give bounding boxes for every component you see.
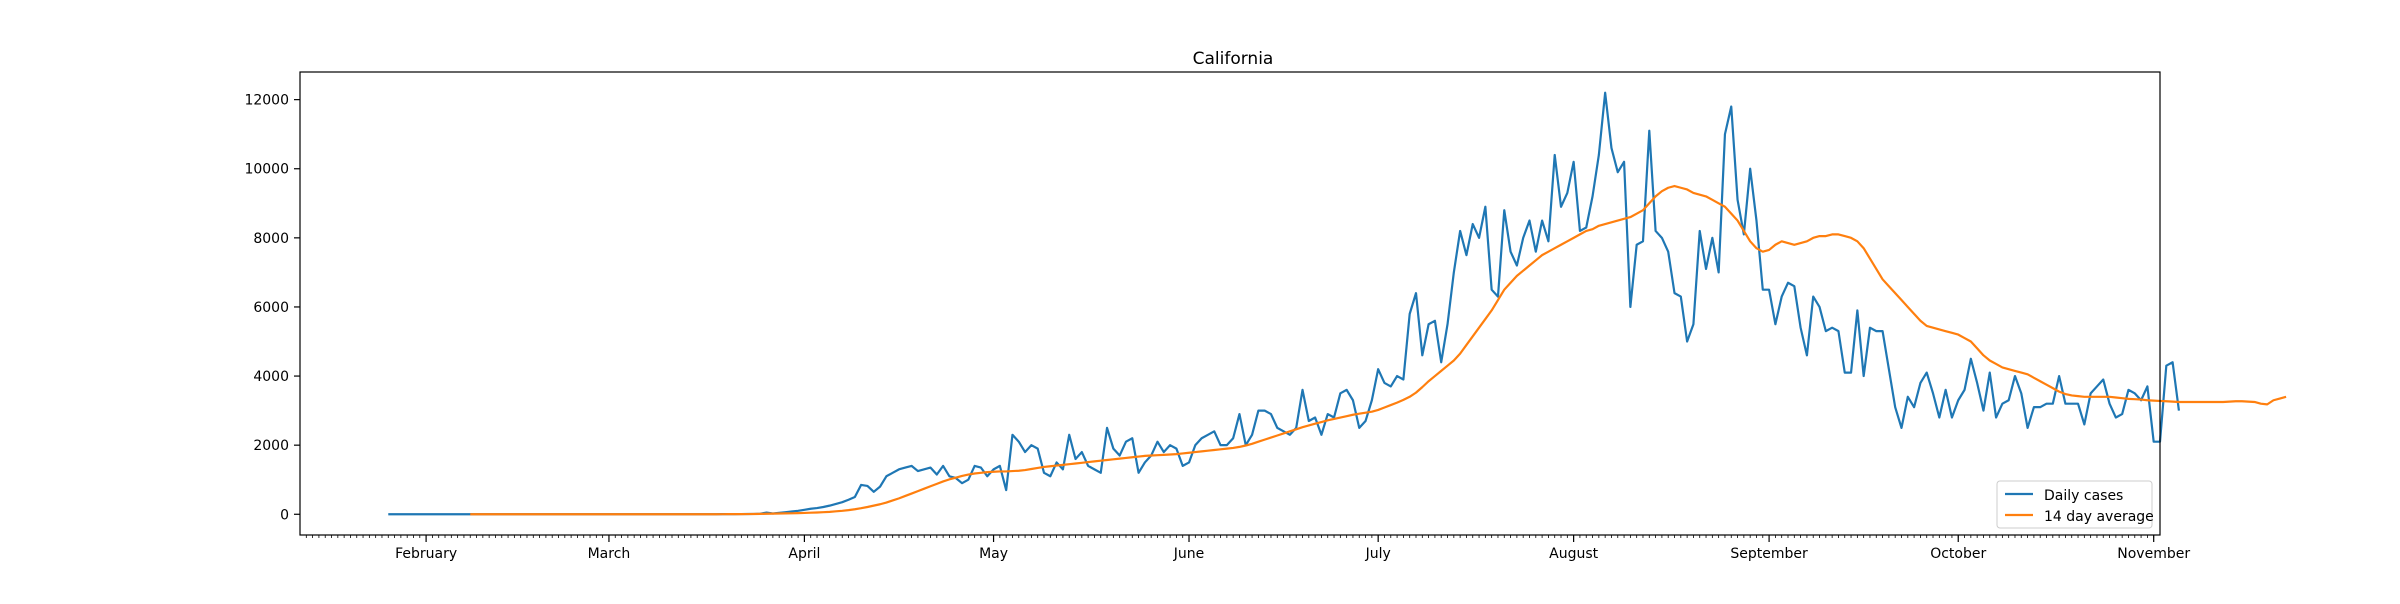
x-tick-label: September bbox=[1730, 546, 1808, 562]
y-tick-label: 12000 bbox=[244, 93, 289, 109]
legend-box bbox=[1996, 480, 2153, 529]
x-tick-label: April bbox=[788, 546, 820, 562]
legend: Daily cases 14 day average bbox=[1996, 480, 2154, 529]
chart-title: California bbox=[1193, 49, 1274, 69]
y-axis: 0 2000 4000 6000 8000 10000 12000 bbox=[244, 93, 300, 523]
series-layer bbox=[388, 91, 2287, 516]
x-tick-label: July bbox=[1365, 546, 1391, 562]
plot-frame bbox=[299, 71, 2161, 536]
y-tick-label: 4000 bbox=[253, 369, 289, 385]
legend-label-daily-cases: Daily cases bbox=[2044, 488, 2123, 504]
y-tick-label: 2000 bbox=[253, 438, 289, 454]
series-line-14-day-average bbox=[470, 184, 2287, 516]
legend-label-14-day-average: 14 day average bbox=[2044, 509, 2154, 525]
x-axis: February March April May June July August Septe… bbox=[305, 535, 2190, 562]
x-tick-label: February bbox=[395, 546, 457, 562]
y-tick-label: 6000 bbox=[253, 300, 289, 316]
x-tick-label: August bbox=[1549, 546, 1599, 562]
y-tick-label: 0 bbox=[280, 507, 289, 523]
x-tick-label: October bbox=[1930, 546, 1986, 562]
x-tick-label: June bbox=[1173, 546, 1205, 562]
y-tick-label: 8000 bbox=[253, 231, 289, 247]
y-tick-label: 10000 bbox=[244, 162, 289, 178]
x-tick-label: May bbox=[979, 546, 1008, 562]
x-tick-label: March bbox=[588, 546, 631, 562]
series-line-daily-cases bbox=[388, 91, 2181, 516]
x-tick-label: November bbox=[2117, 546, 2190, 562]
